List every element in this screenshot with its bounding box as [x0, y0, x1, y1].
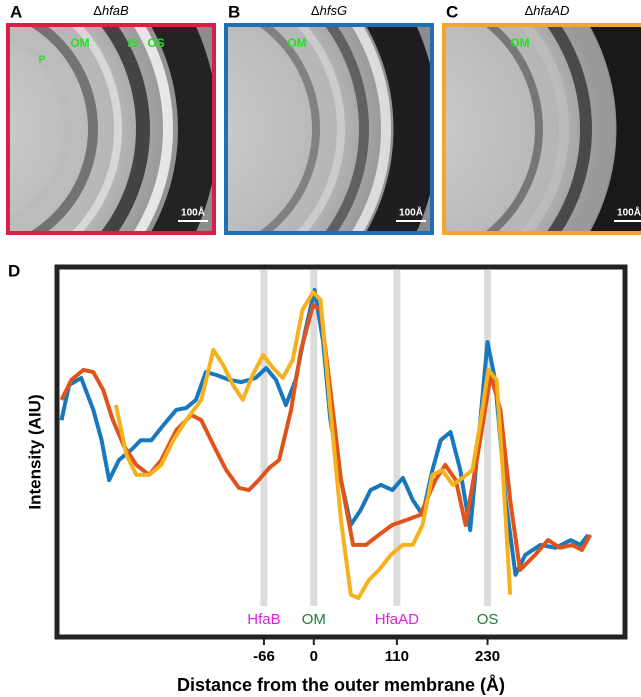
- x-tick-label: 110: [385, 648, 409, 665]
- data-line: [113, 290, 513, 601]
- ring: [573, 25, 615, 233]
- reference-label: HfaB: [247, 611, 280, 628]
- ring: [8, 33, 72, 225]
- title-gene: hfsG: [320, 3, 347, 18]
- ring: [365, 25, 432, 233]
- structure-label: OM: [510, 36, 529, 50]
- reference-label: HfaAD: [375, 611, 419, 628]
- structure-label: IS: [127, 36, 138, 50]
- ring: [150, 25, 214, 233]
- plot-frame: [54, 264, 628, 640]
- ring: [295, 25, 345, 233]
- panel-border: [6, 23, 216, 235]
- title-prefix: Δ: [525, 3, 534, 18]
- panel-title: ΔhfsG: [311, 3, 347, 18]
- ring: [483, 25, 543, 233]
- panel-border: [442, 23, 641, 235]
- x-tick-label: 230: [475, 648, 500, 665]
- panel-letter: A: [10, 2, 22, 21]
- ring: [324, 25, 369, 233]
- title-gene: hfaAD: [533, 3, 569, 18]
- scale-bar-label: 100Å: [617, 206, 641, 219]
- structure-label: OS: [147, 36, 164, 50]
- x-tick-label: 0: [310, 648, 318, 665]
- panel-letter: D: [8, 261, 20, 280]
- scale-bar-label: 100Å: [399, 206, 423, 219]
- reference-label: OM: [302, 611, 326, 628]
- y-axis-title: Intensity (AIU): [25, 394, 44, 509]
- scale-bar-label: 100Å: [181, 206, 205, 219]
- ring: [99, 25, 150, 233]
- panel-title: ΔhfaB: [93, 3, 129, 18]
- x-tick-label: -66: [253, 648, 275, 665]
- micrograph: [444, 25, 641, 233]
- structure-label: OM: [70, 36, 89, 50]
- micrograph: [226, 25, 432, 233]
- ring: [350, 25, 391, 233]
- panel-title: ΔhfaAD: [525, 3, 570, 18]
- ring: [132, 25, 173, 233]
- ring: [545, 25, 592, 233]
- ring: [70, 25, 122, 233]
- ring: [518, 25, 569, 233]
- structure-label: OM: [287, 36, 306, 50]
- title-prefix: Δ: [93, 3, 102, 18]
- reference-label: OS: [477, 611, 499, 628]
- structure-label: P: [39, 55, 46, 66]
- panel-letter: B: [228, 2, 240, 21]
- ring: [27, 25, 98, 233]
- panel-letter: C: [446, 2, 458, 21]
- title-gene: hfaB: [102, 3, 129, 18]
- micrograph: [8, 25, 214, 233]
- x-axis-title: Distance from the outer membrane (Å): [177, 675, 505, 695]
- ring: [257, 25, 320, 233]
- title-prefix: Δ: [311, 3, 320, 18]
- panel-border: [224, 23, 434, 235]
- ring: [589, 25, 641, 233]
